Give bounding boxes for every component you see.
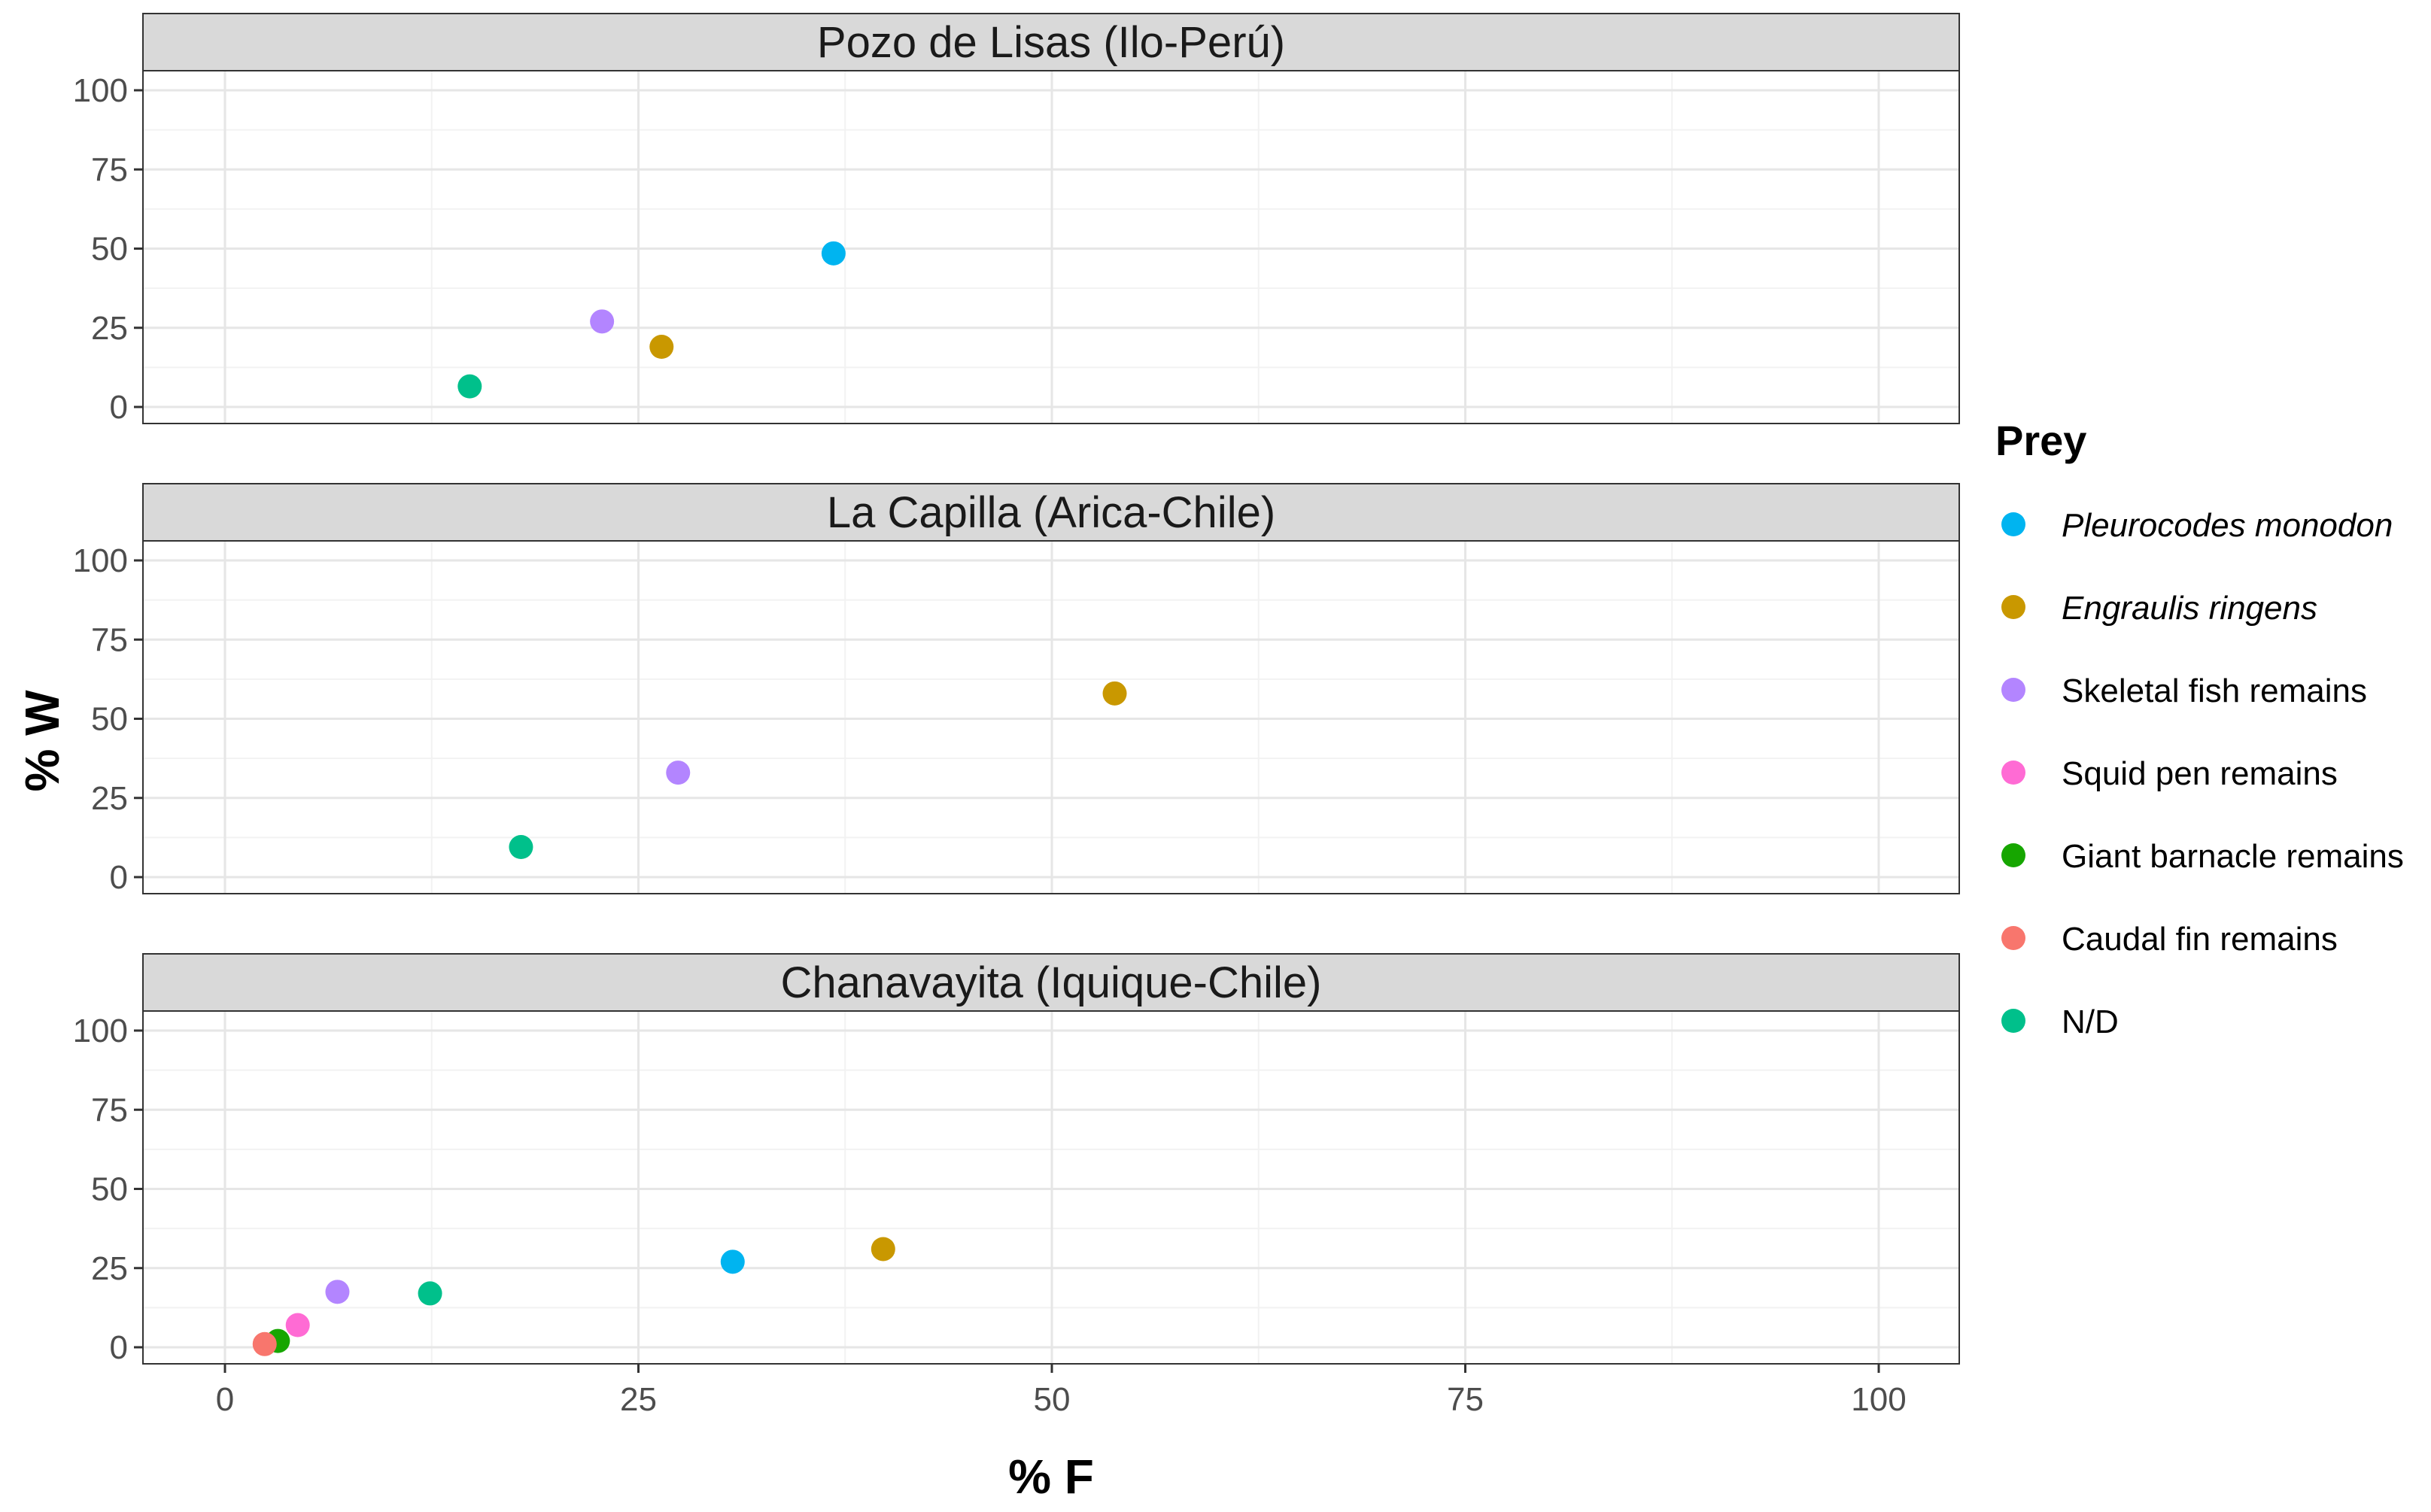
x-axis-title: % F	[1008, 1450, 1094, 1504]
panel-title: La Capilla (Arica-Chile)	[827, 488, 1275, 537]
legend-label: N/D	[2062, 1003, 2119, 1040]
y-tick-label: 50	[91, 1171, 128, 1208]
legend-item: Caudal fin remains	[2001, 921, 2338, 958]
x-tick-label: 50	[1034, 1381, 1071, 1418]
y-axis-title: % W	[15, 690, 69, 792]
panel-strip	[142, 953, 1960, 1012]
y-tick-label: 25	[91, 310, 128, 347]
data-point	[1102, 681, 1127, 706]
legend-label: Giant barnacle remains	[2062, 838, 2404, 875]
y-tick-label: 75	[91, 621, 128, 658]
y-tick-label: 100	[73, 1013, 128, 1049]
panel-title: Chanavayita (Iquique-Chile)	[781, 958, 1322, 1007]
y-tick-label: 75	[91, 1091, 128, 1128]
data-point	[590, 309, 615, 334]
legend: Prey Pleurocodes monodon Engraulis ringens…	[1995, 417, 2404, 1040]
legend-item: Squid pen remains	[2001, 755, 2338, 792]
x-tick-label: 75	[1447, 1381, 1484, 1418]
legend-key	[2001, 678, 2025, 702]
y-tick-label: 25	[91, 1250, 128, 1287]
data-point	[666, 761, 691, 785]
data-point	[325, 1280, 350, 1304]
x-tick-label: 100	[1851, 1381, 1906, 1418]
y-tick-label: 100	[73, 72, 128, 109]
y-tick-label: 0	[110, 1329, 128, 1366]
panel-3: Chanavayita (Iquique-Chile) 0 25 50 75 100	[73, 953, 1960, 1366]
panel-border	[142, 540, 1960, 894]
legend-key	[2001, 1009, 2025, 1033]
data-point	[418, 1281, 442, 1306]
data-point	[252, 1331, 277, 1356]
legend-label: Skeletal fish remains	[2062, 673, 2367, 709]
data-point	[285, 1313, 310, 1337]
data-point	[720, 1249, 745, 1274]
legend-label: Engraulis ringens	[2062, 590, 2317, 627]
legend-item: Giant barnacle remains	[2001, 838, 2404, 875]
legend-key	[2001, 843, 2025, 867]
legend-key	[2001, 512, 2025, 536]
legend-key	[2001, 761, 2025, 785]
legend-label: Pleurocodes monodon	[2062, 507, 2393, 544]
data-point	[509, 835, 533, 860]
data-point	[821, 241, 846, 266]
legend-item: N/D	[2001, 1003, 2119, 1040]
legend-key	[2001, 926, 2025, 950]
legend-item: Pleurocodes monodon	[2001, 507, 2393, 544]
legend-item: Skeletal fish remains	[2001, 673, 2367, 709]
y-tick-label: 50	[91, 231, 128, 268]
y-tick-label: 50	[91, 701, 128, 738]
y-tick-label: 25	[91, 780, 128, 817]
y-tick-label: 75	[91, 151, 128, 188]
legend-key	[2001, 595, 2025, 619]
data-point	[649, 335, 674, 360]
y-tick-label: 0	[110, 859, 128, 896]
legend-title: Prey	[1995, 417, 2086, 464]
panel-strip	[142, 13, 1960, 71]
legend-item: Engraulis ringens	[2001, 590, 2317, 627]
x-tick-label: 25	[620, 1381, 657, 1418]
panel-border	[142, 70, 1960, 424]
data-point	[871, 1237, 895, 1262]
data-point	[457, 374, 482, 399]
y-tick-label: 100	[73, 542, 128, 579]
legend-label: Squid pen remains	[2062, 755, 2338, 792]
x-axis: 0 25 50 75 100	[216, 1364, 1907, 1418]
panel-1: Pozo de Lisas (Ilo-Perú) 0 25 50 75 100	[73, 13, 1960, 426]
legend-label: Caudal fin remains	[2062, 921, 2338, 958]
panel-2: La Capilla (Arica-Chile) 0 25 50 75 100	[73, 483, 1960, 896]
panel-title: Pozo de Lisas (Ilo-Perú)	[817, 18, 1285, 67]
x-tick-label: 0	[216, 1381, 234, 1418]
y-tick-label: 0	[110, 389, 128, 426]
